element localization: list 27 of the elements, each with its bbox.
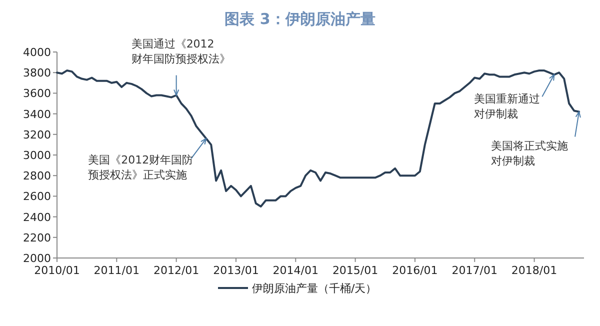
x-tick-label: 2018/01: [511, 264, 558, 277]
annotation: 美国《2012财年国防预授权法》正式实施: [88, 154, 194, 182]
y-tick-label: 2600: [23, 190, 51, 204]
y-tick-label: 2200: [23, 231, 51, 244]
annotation: 美国将正式实施对伊制裁: [491, 140, 568, 168]
y-tick-label: 3400: [23, 108, 51, 121]
y-tick-label: 4000: [23, 46, 51, 59]
y-tick-label: 3800: [23, 66, 51, 80]
x-tick-label: 2014/01: [272, 264, 318, 277]
x-tick-label: 2016/01: [392, 264, 438, 277]
line-series: [56, 70, 580, 208]
annotation: 美国重新通过对伊制裁: [474, 92, 540, 121]
x-tick-label: 2011/01: [94, 264, 140, 277]
chart-title: 图表 3：伊朗原油产量: [224, 10, 376, 28]
y-tick-label: 3200: [23, 128, 51, 142]
y-tick-label: 3000: [23, 149, 51, 162]
legend-label: 伊朗原油产量（千桶/天）: [252, 282, 377, 295]
y-tick-label: 2800: [23, 170, 51, 183]
annotation: 美国通过《2012财年国防预授权法》: [131, 37, 230, 66]
x-tick-label: 2013/01: [213, 264, 259, 277]
y-tick-label: 2400: [23, 210, 51, 224]
y-tick-label: 3600: [23, 87, 51, 100]
x-tick-label: 2010/01: [34, 264, 80, 277]
y-tick-label: 2000: [23, 252, 51, 265]
x-tick-label: 2015/01: [332, 264, 378, 277]
x-tick-label: 2012/01: [153, 264, 200, 277]
x-tick-label: 2017/01: [452, 264, 498, 277]
